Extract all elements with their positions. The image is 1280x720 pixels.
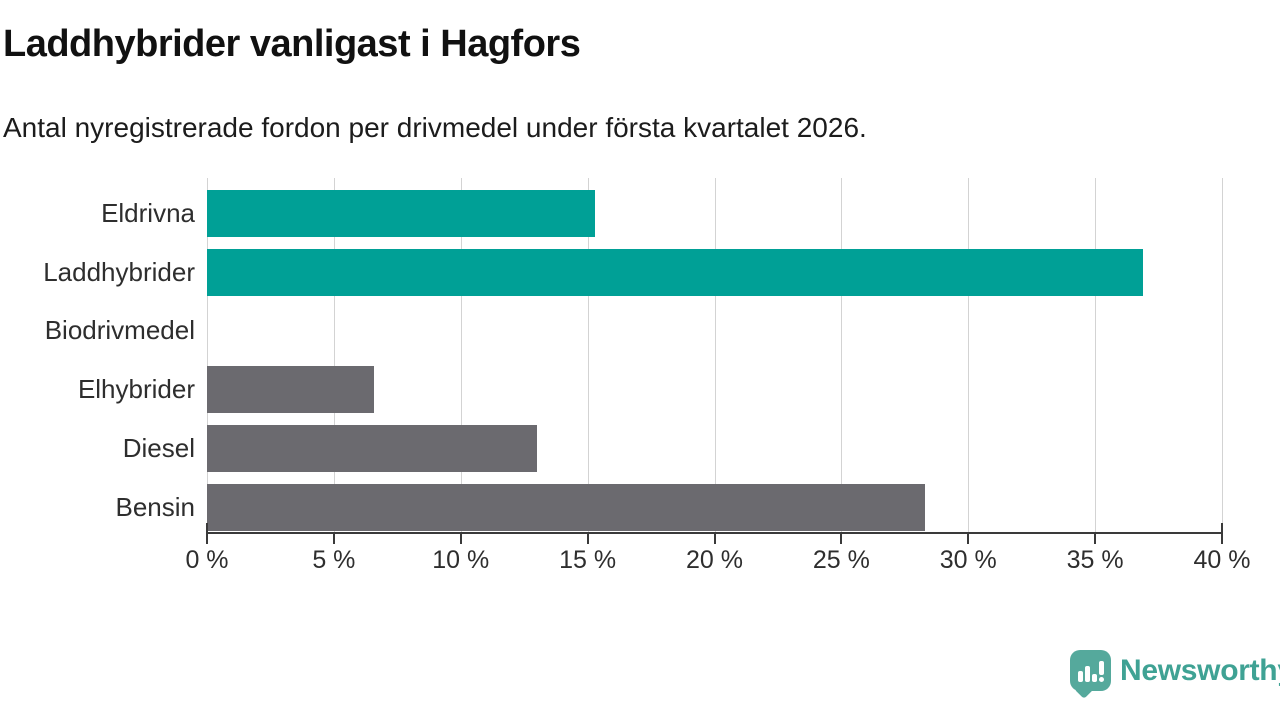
x-axis-tick-25 bbox=[840, 534, 843, 544]
category-label-biodrivmedel: Biodrivmedel bbox=[44, 315, 195, 346]
x-axis-tick-20 bbox=[713, 534, 716, 544]
gridline-5 bbox=[333, 178, 335, 533]
x-axis-tick-5 bbox=[332, 534, 335, 544]
bar-elhybrider bbox=[207, 366, 375, 414]
x-axis-tick-label-10: 10 % bbox=[432, 546, 490, 574]
category-label-diesel: Diesel bbox=[122, 432, 195, 463]
logo-barchart-icon bbox=[1078, 671, 1083, 682]
gridline-20 bbox=[714, 178, 716, 533]
gridline-0 bbox=[207, 178, 208, 533]
logo-barchart-icon bbox=[1092, 674, 1097, 682]
logo-exclamation-icon bbox=[1099, 677, 1104, 682]
bar-laddhybrider bbox=[207, 248, 1144, 296]
gridline-35 bbox=[1095, 178, 1097, 533]
category-label-bensin: Bensin bbox=[115, 491, 196, 522]
x-axis-tick-label-5: 5 % bbox=[312, 546, 356, 574]
x-axis-tick-0 bbox=[206, 534, 208, 544]
x-axis-tick-label-30: 30 % bbox=[939, 546, 997, 574]
x-axis-tick-15 bbox=[586, 534, 589, 544]
newsworthy-logo-mark bbox=[1070, 650, 1111, 699]
x-axis-line bbox=[206, 532, 1223, 534]
bar-diesel bbox=[207, 424, 537, 472]
category-label-laddhybrider: Laddhybrider bbox=[43, 256, 195, 287]
chart-title: Laddhybrider vanligast i Hagfors bbox=[3, 23, 581, 65]
bar-eldrivna bbox=[207, 190, 596, 237]
x-axis-tick-label-15: 15 % bbox=[559, 546, 617, 574]
logo-bubble-tail bbox=[1074, 679, 1094, 699]
chart-subtitle: Antal nyregistrerade fordon per drivmede… bbox=[3, 112, 867, 143]
x-axis-tick-30 bbox=[967, 534, 970, 544]
gridline-10 bbox=[460, 178, 462, 533]
x-axis-tick-label-40: 40 % bbox=[1193, 546, 1251, 574]
x-axis-end-stub bbox=[1221, 523, 1223, 532]
gridline-25 bbox=[841, 178, 843, 533]
x-axis-tick-label-35: 35 % bbox=[1066, 546, 1124, 574]
x-axis-tick-label-20: 20 % bbox=[686, 546, 743, 574]
x-axis-tick-label-0: 0 % bbox=[185, 546, 229, 574]
gridline-15 bbox=[587, 178, 589, 533]
newsworthy-logo-text: Newsworthy bbox=[1120, 653, 1280, 687]
gridline-30 bbox=[968, 178, 970, 533]
x-axis-tick-label-25: 25 % bbox=[812, 546, 870, 574]
x-axis-tick-10 bbox=[459, 534, 462, 544]
logo-exclamation-icon bbox=[1099, 661, 1104, 675]
gridline-40 bbox=[1222, 178, 1223, 533]
logo-barchart-icon bbox=[1085, 666, 1090, 682]
category-label-elhybrider: Elhybrider bbox=[77, 374, 195, 405]
x-axis-tick-35 bbox=[1094, 534, 1097, 544]
bar-bensin bbox=[207, 483, 926, 531]
newsworthy-logo[interactable]: Newsworthy bbox=[1070, 650, 1280, 699]
plot-area bbox=[207, 178, 1223, 533]
x-axis-end-stub bbox=[206, 523, 208, 532]
category-label-eldrivna: Eldrivna bbox=[101, 198, 195, 228]
x-axis-tick-40 bbox=[1221, 534, 1223, 544]
